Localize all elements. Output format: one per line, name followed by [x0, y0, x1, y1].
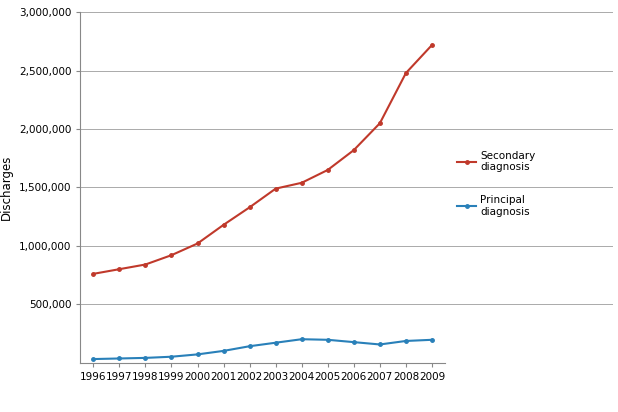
- Secondary
diagnosis: [246, 205, 253, 210]
- Secondary
diagnosis: [194, 241, 201, 246]
- Principal
diagnosis: [350, 339, 358, 344]
- Principal
diagnosis: [402, 339, 410, 344]
- Secondary
diagnosis: [428, 42, 436, 47]
- Principal
diagnosis: [298, 337, 305, 342]
- Principal
diagnosis: [324, 337, 331, 342]
- Secondary
diagnosis: [376, 121, 384, 126]
- Legend: Secondary
diagnosis, Principal
diagnosis: Secondary diagnosis, Principal diagnosis: [457, 151, 536, 217]
- Secondary
diagnosis: [142, 262, 149, 267]
- Secondary
diagnosis: [324, 167, 331, 172]
- Secondary
diagnosis: [220, 222, 227, 227]
- Secondary
diagnosis: [90, 272, 97, 276]
- Principal
diagnosis: [90, 356, 97, 362]
- Line: Principal
diagnosis: Principal diagnosis: [91, 337, 434, 361]
- Principal
diagnosis: [168, 354, 176, 359]
- Secondary
diagnosis: [116, 267, 123, 272]
- Principal
diagnosis: [116, 356, 123, 361]
- Secondary
diagnosis: [168, 253, 176, 258]
- Principal
diagnosis: [220, 349, 227, 353]
- Line: Secondary
diagnosis: Secondary diagnosis: [91, 43, 434, 276]
- Principal
diagnosis: [246, 344, 253, 349]
- Principal
diagnosis: [376, 342, 384, 347]
- Principal
diagnosis: [272, 340, 279, 345]
- Secondary
diagnosis: [272, 186, 279, 191]
- Principal
diagnosis: [142, 356, 149, 360]
- Y-axis label: Discharges: Discharges: [0, 155, 13, 220]
- Secondary
diagnosis: [298, 180, 305, 185]
- Principal
diagnosis: [428, 337, 436, 342]
- Secondary
diagnosis: [350, 147, 358, 152]
- Secondary
diagnosis: [402, 70, 410, 75]
- Principal
diagnosis: [194, 352, 201, 357]
